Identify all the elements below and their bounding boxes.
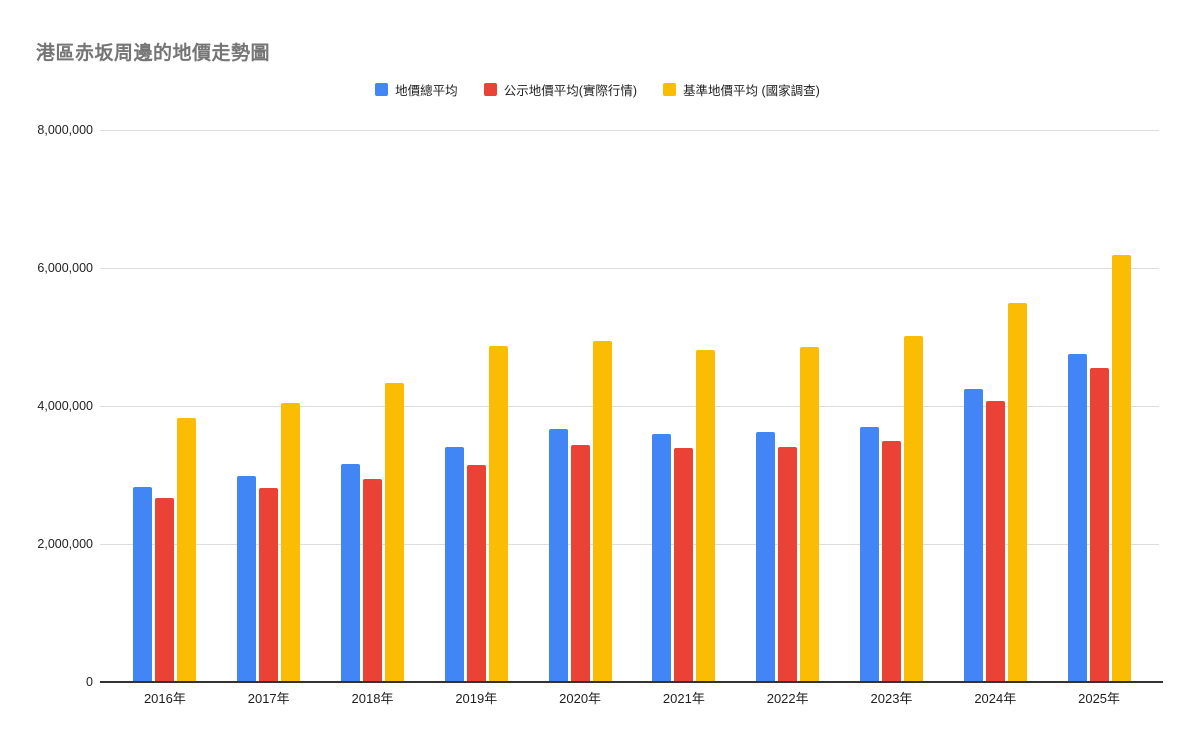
bars-row xyxy=(113,130,1151,682)
x-axis-label: 2023年 xyxy=(870,691,913,706)
bar[interactable] xyxy=(1067,353,1087,682)
x-axis-label: 2021年 xyxy=(662,691,705,706)
y-tick-label: 4,000,000 xyxy=(37,399,93,413)
gridline xyxy=(100,406,1159,407)
bar[interactable] xyxy=(696,350,716,682)
year-band xyxy=(736,346,840,682)
year-band xyxy=(528,341,632,682)
legend: 地價總平均 公示地價平均(實際行情) 基準地價平均 (國家調查) xyxy=(0,80,1195,99)
bar[interactable] xyxy=(237,476,257,682)
x-axis-label: 2016年 xyxy=(143,691,186,706)
x-axis-label: 2024年 xyxy=(974,691,1017,706)
y-tick-label: 2,000,000 xyxy=(37,537,93,551)
x-axis-baseline xyxy=(100,681,1163,683)
bar[interactable] xyxy=(444,447,464,682)
bar-group xyxy=(237,403,301,682)
x-axis-label: 2020年 xyxy=(559,691,602,706)
gridline xyxy=(100,268,1159,269)
bar[interactable] xyxy=(340,464,360,682)
legend-swatch-icon xyxy=(483,83,497,96)
bar-group xyxy=(652,350,716,682)
legend-label: 地價總平均 xyxy=(395,84,458,98)
legend-label: 基準地價平均 (國家調查) xyxy=(683,84,820,98)
bar[interactable] xyxy=(466,464,486,682)
x-axis-label: 2017年 xyxy=(247,691,290,706)
year-band xyxy=(943,303,1047,682)
gridline xyxy=(100,544,1159,545)
bar[interactable] xyxy=(859,426,879,682)
year-band xyxy=(1047,254,1151,682)
y-tick-label: 0 xyxy=(86,675,93,689)
gridline xyxy=(100,130,1159,131)
plot-area: 2016年 2017年 2018年 2019年 2020年 2021年 2022年 2023年… xyxy=(100,130,1163,706)
bar[interactable] xyxy=(281,403,301,682)
year-band xyxy=(424,346,528,682)
bar-group xyxy=(963,303,1027,682)
x-axis-label: 2025年 xyxy=(1078,691,1121,706)
bar-group xyxy=(548,341,612,682)
bar[interactable] xyxy=(652,434,672,682)
bar[interactable] xyxy=(384,382,404,682)
bar[interactable] xyxy=(674,448,694,682)
bar[interactable] xyxy=(963,389,983,682)
y-axis-labels: 0 2,000,000 4,000,000 6,000,000 8,000,000 xyxy=(0,123,93,689)
x-axis-label: 2019年 xyxy=(455,691,498,706)
bar[interactable] xyxy=(778,447,798,682)
bar[interactable] xyxy=(155,497,175,682)
bar-group xyxy=(859,335,923,682)
y-tick-label: 6,000,000 xyxy=(37,261,93,275)
bar[interactable] xyxy=(548,428,568,682)
bar[interactable] xyxy=(1089,368,1109,682)
bar[interactable] xyxy=(800,346,820,682)
bar-group xyxy=(340,382,404,682)
legend-item-2: 公示地價平均(實際行情) xyxy=(483,80,638,99)
legend-item-3: 基準地價平均 (國家調查) xyxy=(663,80,820,99)
x-axis-label: 2022年 xyxy=(766,691,809,706)
bar[interactable] xyxy=(985,401,1005,682)
bar[interactable] xyxy=(592,341,612,682)
year-band xyxy=(840,335,944,682)
bar[interactable] xyxy=(1111,254,1131,682)
bar[interactable] xyxy=(488,346,508,682)
bar[interactable] xyxy=(133,487,153,682)
year-band xyxy=(632,350,736,682)
year-band xyxy=(217,403,321,682)
bar-group xyxy=(444,346,508,682)
legend-swatch-icon xyxy=(375,83,389,96)
year-band xyxy=(113,417,217,682)
year-band xyxy=(321,382,425,682)
legend-swatch-icon xyxy=(663,83,677,96)
bar[interactable] xyxy=(177,417,197,682)
bar[interactable] xyxy=(362,479,382,682)
bar-group xyxy=(756,346,820,682)
bar[interactable] xyxy=(881,441,901,682)
legend-label: 公示地價平均(實際行情) xyxy=(503,84,638,98)
legend-item-1: 地價總平均 xyxy=(375,80,458,99)
bar[interactable] xyxy=(570,444,590,682)
y-tick-label: 8,000,000 xyxy=(37,123,93,137)
bar[interactable] xyxy=(1007,303,1027,682)
bar-group xyxy=(133,417,197,682)
x-axis-labels: 2016年 2017年 2018年 2019年 2020年 2021年 2022年 2023年… xyxy=(113,688,1151,708)
bar[interactable] xyxy=(903,335,923,682)
bar[interactable] xyxy=(259,488,279,682)
chart-title: 港區赤坂周邊的地價走勢圖 xyxy=(36,43,271,64)
x-axis-label: 2018年 xyxy=(351,691,394,706)
bar[interactable] xyxy=(756,432,776,682)
bar-group xyxy=(1067,254,1131,682)
